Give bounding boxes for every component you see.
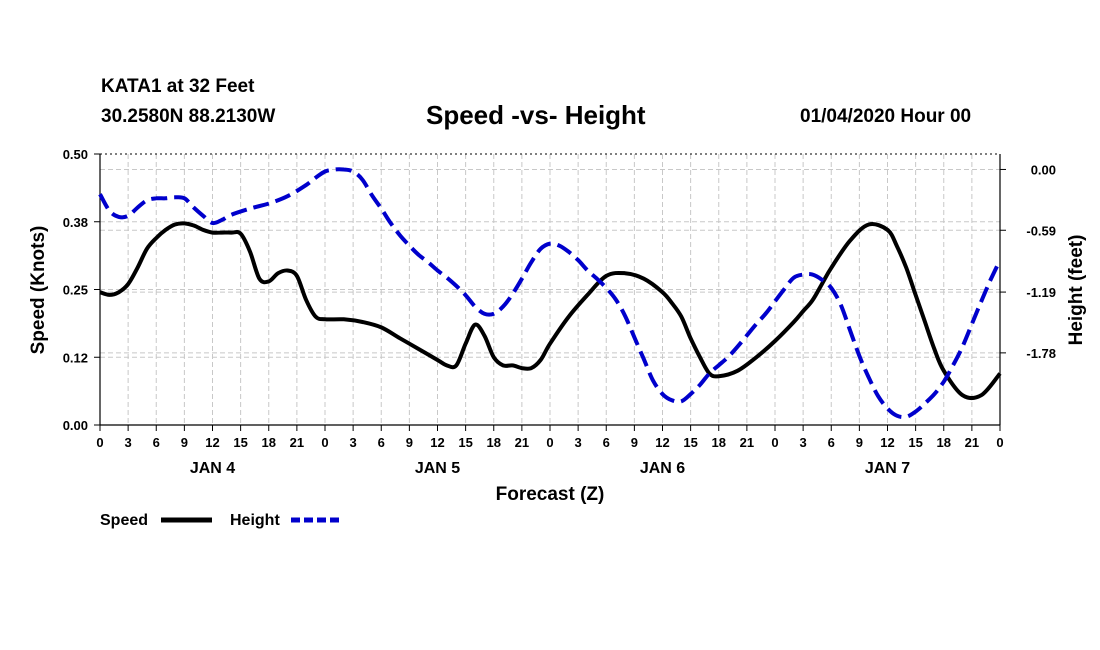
series-line-speed [99,221,1002,401]
x-tick-label: 15 [458,435,472,450]
y-tick-label-right: 0.00 [1031,162,1056,177]
x-axis-ticks: 0 3 6 9 12 15 18 21 0 3 6 9 12 15 18 21 0 3 6 9 12 15 18 21 0 3 6 9… [96,425,1004,477]
y-tick-label-left: 0.12 [63,350,88,365]
x-tick-label: 21 [965,435,979,450]
x-tick-label: 3 [575,435,582,450]
y-axis-ticks: 0.00 0.12 0.25 0.38 0.50 0.00 -0.59 -1.19 -1.78 [63,147,1056,433]
x-tick-label: 12 [880,435,894,450]
legend-label-height: Height [230,512,280,529]
chart-title: Speed -vs- Height [426,100,646,130]
y-tick-label-left: 0.50 [63,147,88,162]
x-tick-label: 9 [181,435,188,450]
station-name: KATA1 at 32 Feet [101,76,255,97]
legend-label-speed: Speed [100,512,148,529]
x-tick-label: 6 [153,435,160,450]
x-tick-label: 21 [740,435,754,450]
x-tick-label: 0 [321,435,328,450]
x-tick-label: 0 [996,435,1003,450]
day-label: JAN 4 [190,460,235,477]
x-tick-label: 3 [350,435,357,450]
x-tick-label: 6 [828,435,835,450]
x-tick-label: 0 [96,435,103,450]
x-tick-label: 3 [800,435,807,450]
day-label: JAN 6 [640,460,685,477]
x-tick-label: 0 [771,435,778,450]
x-axis-title: Forecast (Z) [496,484,605,505]
y-tick-label-right: -0.59 [1026,223,1056,238]
y-tick-label-right: -1.78 [1026,346,1056,361]
x-tick-label: 15 [683,435,697,450]
x-tick-label: 6 [603,435,610,450]
x-tick-label: 15 [233,435,247,450]
x-tick-label: 3 [125,435,132,450]
y-axis-title-left: Speed (Knots) [28,226,49,355]
y-tick-label-left: 0.38 [63,215,88,230]
x-tick-label: 21 [290,435,304,450]
x-tick-label: 0 [546,435,553,450]
x-tick-label: 12 [430,435,444,450]
legend: Speed Height [100,512,342,529]
x-tick-label: 18 [712,435,726,450]
y-axis-title-right: Height (feet) [1066,235,1087,346]
x-tick-label: 9 [856,435,863,450]
series-lines [98,167,1002,420]
x-tick-label: 15 [908,435,922,450]
y-tick-label-left: 0.00 [63,418,88,433]
day-label: JAN 5 [415,460,460,477]
station-coordinates: 30.2580N 88.2130W [101,106,276,127]
y-tick-label-right: -1.19 [1026,285,1056,300]
grid [100,154,1000,425]
y-tick-label-left: 0.25 [63,283,88,298]
x-tick-label: 18 [487,435,501,450]
series-line-height [98,167,1002,420]
x-tick-label: 12 [205,435,219,450]
day-label: JAN 7 [865,460,910,477]
x-tick-label: 18 [262,435,276,450]
x-tick-label: 9 [631,435,638,450]
x-tick-label: 12 [655,435,669,450]
forecast-date: 01/04/2020 Hour 00 [800,106,972,127]
x-tick-label: 9 [406,435,413,450]
x-tick-label: 6 [378,435,385,450]
x-tick-label: 18 [937,435,951,450]
x-tick-label: 21 [515,435,529,450]
